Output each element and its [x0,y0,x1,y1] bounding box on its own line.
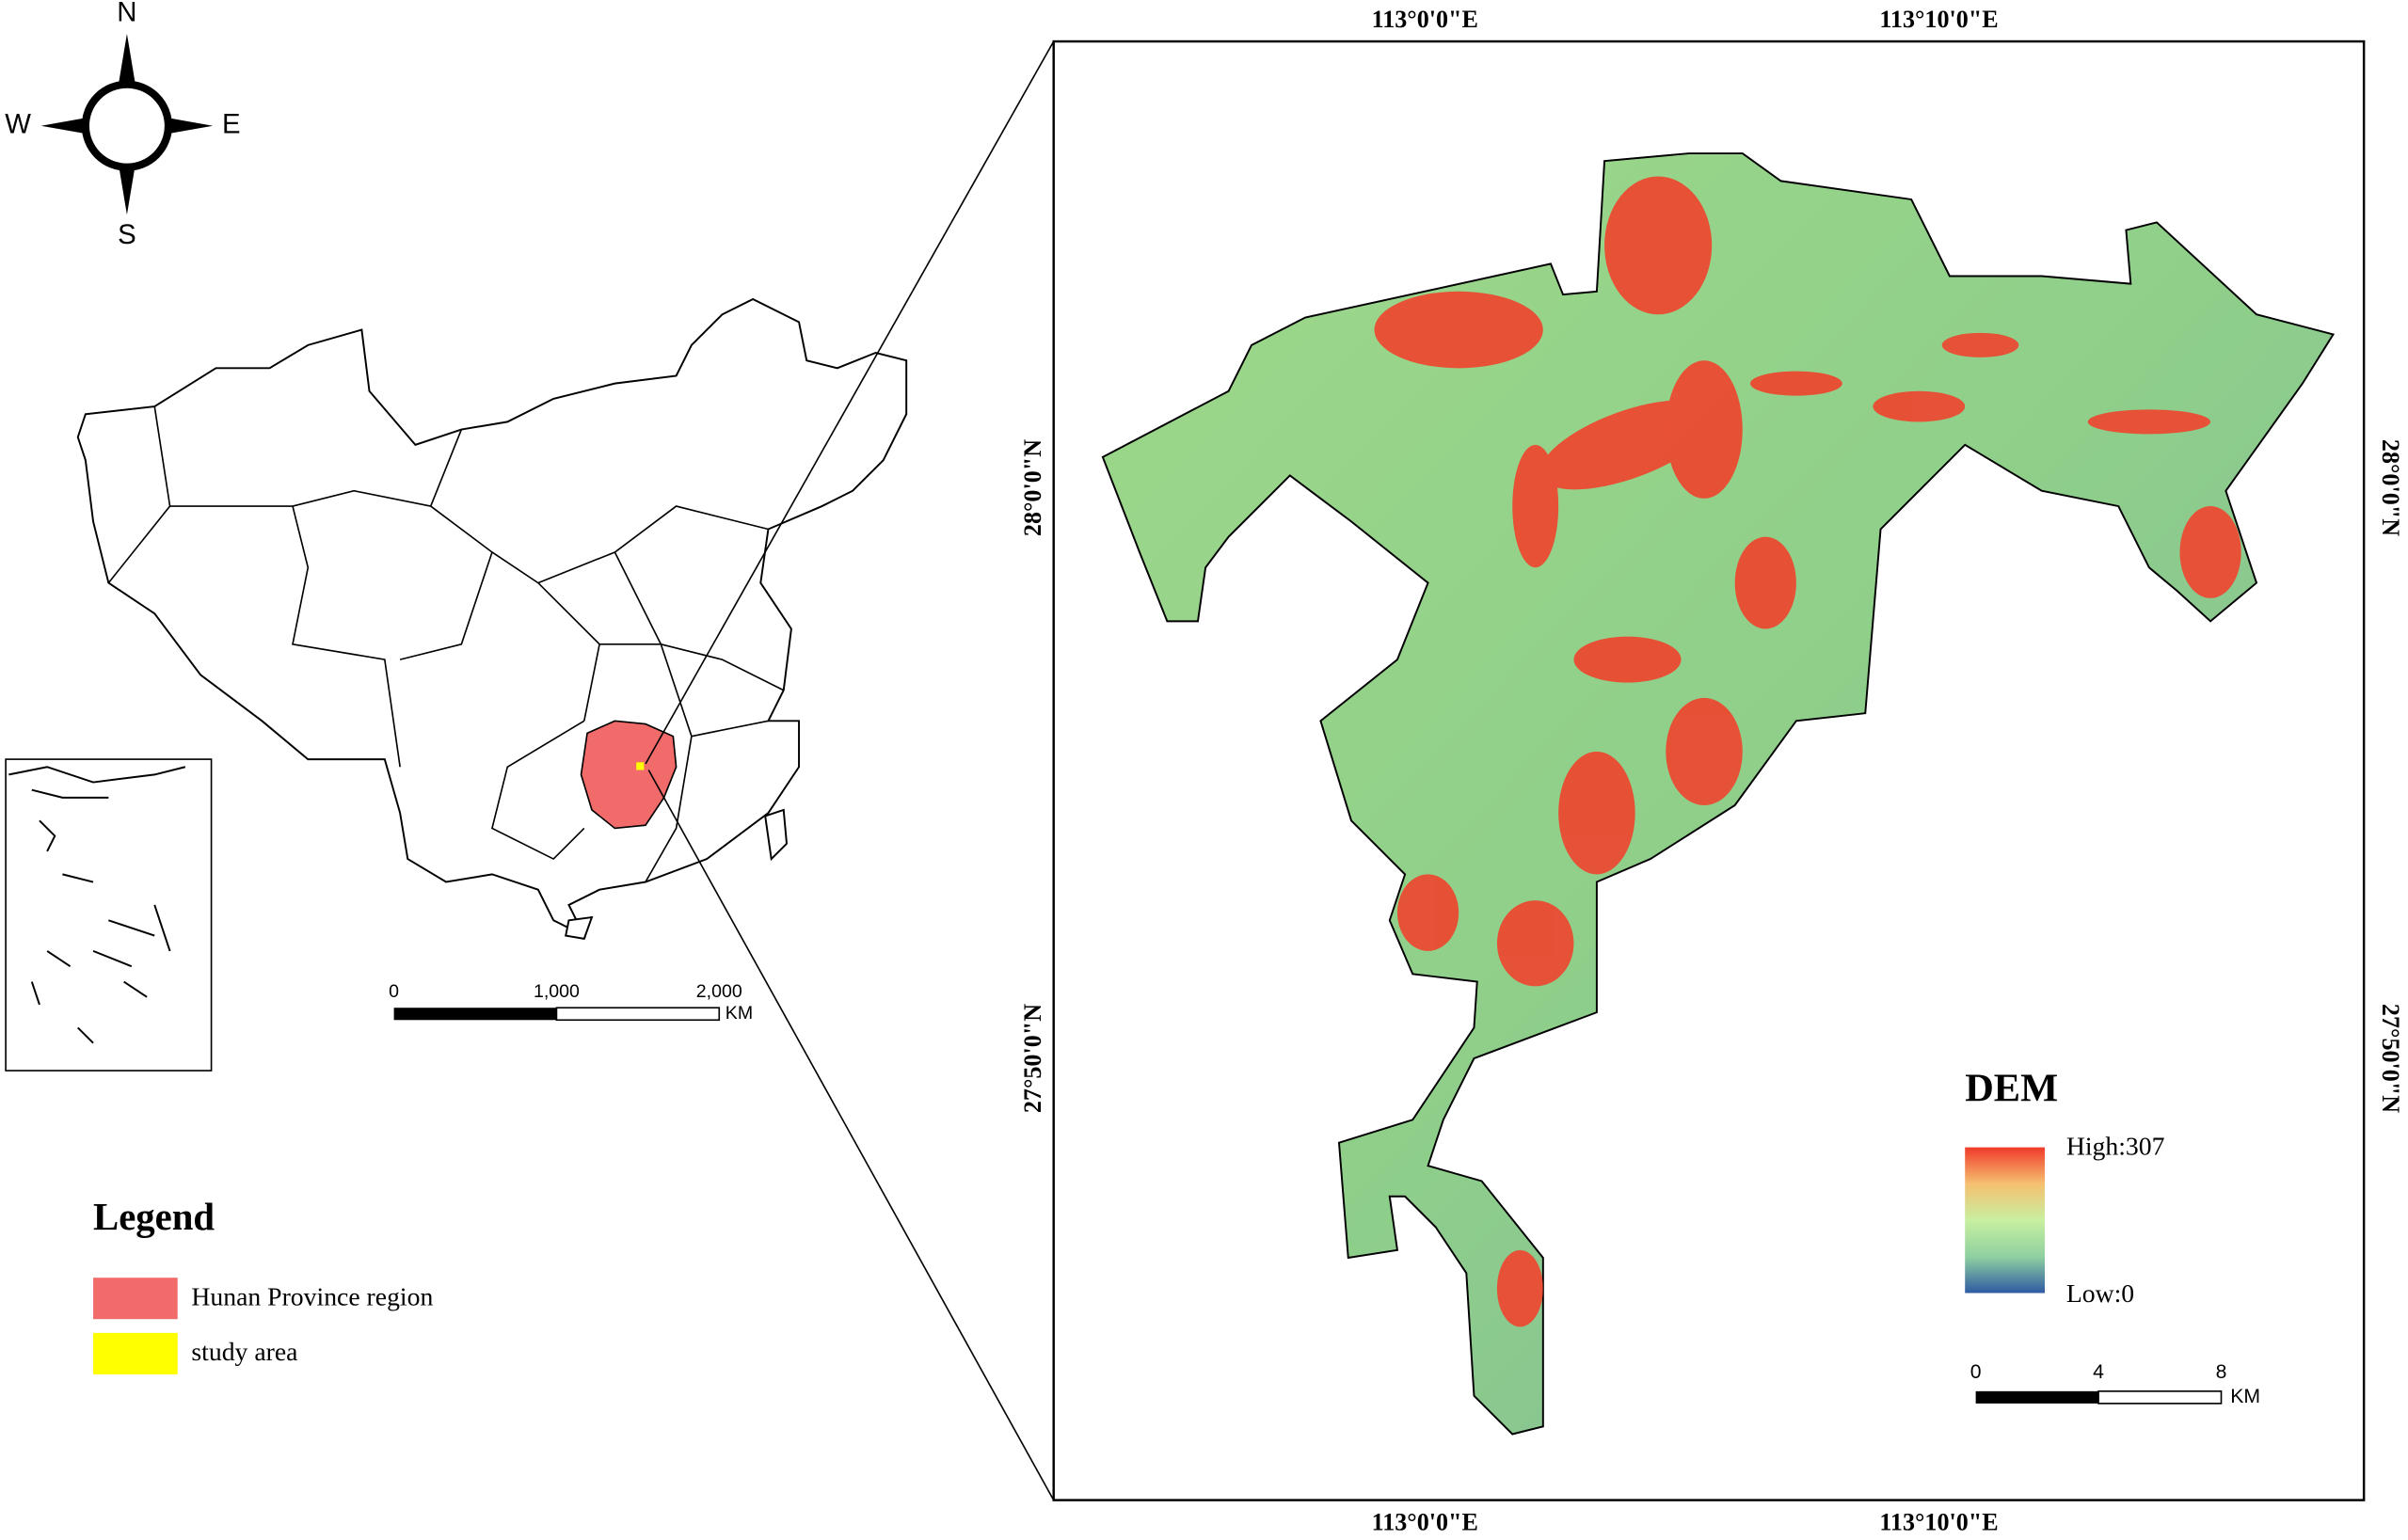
dem-scale-bar: 0 4 8 KM [1970,1361,2260,1407]
right-coordinate: 27°50'0"N [2377,1004,2404,1113]
china-map [76,297,908,940]
scale-unit: KM [2230,1386,2260,1407]
bottom-coordinate: 113°10'0"E [1879,1509,1998,1536]
south-china-sea-inset [5,758,213,1072]
scale-label: 8 [2216,1361,2227,1383]
compass-south: S [118,219,136,250]
top-coordinate: 113°10'0"E [1879,6,1998,33]
compass-east: E [222,108,241,139]
dem-legend: DEM High:307 Low:0 [1965,1067,2165,1308]
compass: N S E W [5,0,240,250]
compass-north: N [117,0,136,27]
connector-line [645,40,1055,765]
color-ramp [1965,1147,2046,1294]
dem-high: High:307 [2066,1132,2165,1161]
dem-title: DEM [1965,1067,2058,1111]
dem-low: Low:0 [2066,1278,2134,1308]
left-coordinate: 28°0'0"N [1019,439,1046,536]
study-area-marker [636,762,645,770]
scale-label: 2,000 [696,981,742,1002]
bottom-coordinate: 113°0'0"E [1372,1509,1478,1536]
legend: Legend Hunan Province region study area [93,1196,433,1374]
compass-west: W [5,108,31,139]
connector-line [647,770,1055,1501]
right-coordinate: 28°0'0"N [2377,439,2404,536]
scale-label: 0 [389,981,399,1002]
legend-swatch [93,1278,178,1320]
scale-label: 4 [2093,1361,2104,1383]
scale-label: 1,000 [534,981,580,1002]
scale-label: 0 [1970,1361,1982,1383]
scale-unit: KM [726,1003,753,1024]
overview-scale-bar: 0 1,000 2,000 KM [389,981,753,1024]
dem-map: 113°0'0"E 113°10'0"E 113°0'0"E 113°10'0"… [1019,6,2404,1536]
top-coordinate: 113°0'0"E [1372,6,1478,33]
legend-swatch [93,1332,178,1374]
legend-label: Hunan Province region [191,1281,433,1310]
left-coordinate: 27°50'0"N [1019,1004,1046,1113]
legend-label: study area [191,1337,297,1366]
legend-title: Legend [93,1196,215,1238]
